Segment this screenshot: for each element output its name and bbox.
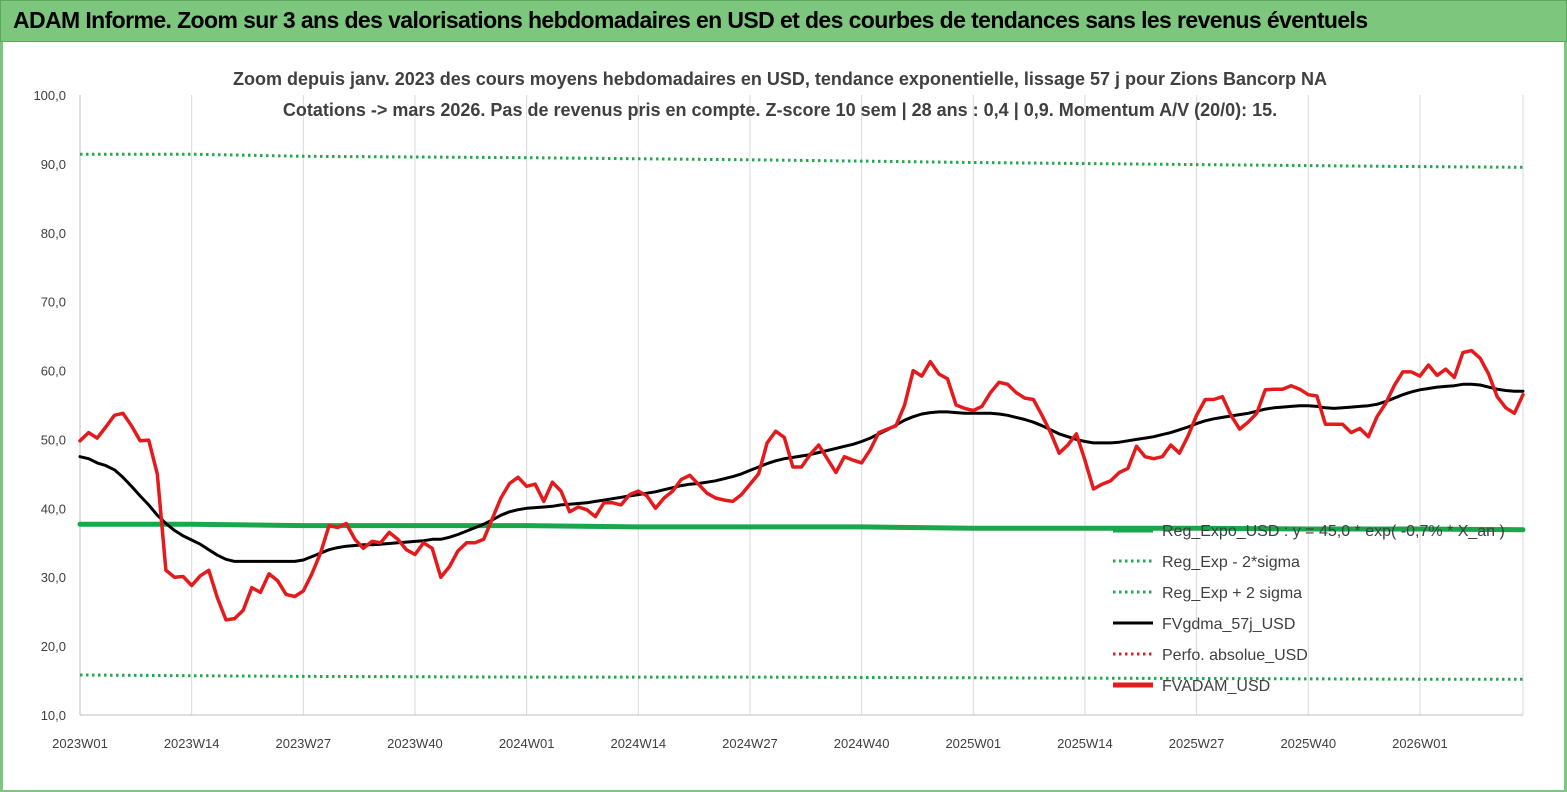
series-fvadam-usd <box>78 348 1525 622</box>
y-tick-label: 70,0 <box>41 295 66 310</box>
x-tick-label: 2024W14 <box>610 736 666 751</box>
y-tick-label: 10,0 <box>41 708 66 723</box>
x-tick-label: 2024W40 <box>834 736 890 751</box>
x-tick-label: 2025W27 <box>1169 736 1225 751</box>
banner-title: ADAM Informe. Zoom sur 3 ans des valoris… <box>13 7 1368 33</box>
y-tick-label: 50,0 <box>41 432 66 447</box>
y-tick-label: 80,0 <box>41 226 66 241</box>
chart-frame <box>0 42 1567 792</box>
x-tick-label: 2023W27 <box>275 736 331 751</box>
x-tick-label: 2025W14 <box>1057 736 1113 751</box>
legend-label: Reg_Exp + 2 sigma <box>1162 585 1302 602</box>
x-tick-label: 2023W14 <box>164 736 220 751</box>
y-tick-label: 90,0 <box>41 157 66 172</box>
x-tick-label: 2026W01 <box>1392 736 1448 751</box>
legend-label: FVADAM_USD <box>1162 678 1270 695</box>
x-tick-label: 2025W40 <box>1280 736 1336 751</box>
x-tick-label: 2024W27 <box>722 736 778 751</box>
series-reg-minus-2-sigma <box>79 673 1523 681</box>
x-tick-label: 2024W01 <box>499 736 555 751</box>
series-layer <box>77 152 1526 681</box>
chart-title-line-1: Zoom depuis janv. 2023 des cours moyens … <box>233 69 1327 89</box>
axes: 10,0 20,0 30,0 40,0 50,0 60,0 70,0 80,0 90,0 100,… <box>33 88 1523 751</box>
x-tick-label: 2023W01 <box>52 736 108 751</box>
x-tick-label: 2025W01 <box>945 736 1001 751</box>
y-tick-label: 20,0 <box>41 639 66 654</box>
grid <box>79 95 1524 715</box>
legend: Reg_Expo_USD : y = 45,0 * exp( -0,7% * X… <box>1113 523 1505 695</box>
series-reg-plus-2-sigma <box>80 152 1524 169</box>
y-tick-label: 30,0 <box>41 570 66 585</box>
series-reg-expo-usd <box>77 521 1526 533</box>
y-tick-label: 100,0 <box>33 88 66 103</box>
banner: ADAM Informe. Zoom sur 3 ans des valoris… <box>0 0 1567 42</box>
legend-label: Perfo. absolue_USD <box>1162 647 1308 664</box>
legend-label: Reg_Exp - 2*sigma <box>1162 554 1300 571</box>
chart-title-line-2: Cotations -> mars 2026. Pas de revenus p… <box>283 100 1277 120</box>
legend-label: FVgdma_57j_USD <box>1162 616 1295 633</box>
x-tick-label: 2023W40 <box>387 736 443 751</box>
y-tick-label: 40,0 <box>41 501 66 516</box>
legend-label: Reg_Expo_USD : y = 45,0 * exp( -0,7% * X… <box>1162 523 1505 540</box>
y-tick-label: 60,0 <box>41 364 66 379</box>
